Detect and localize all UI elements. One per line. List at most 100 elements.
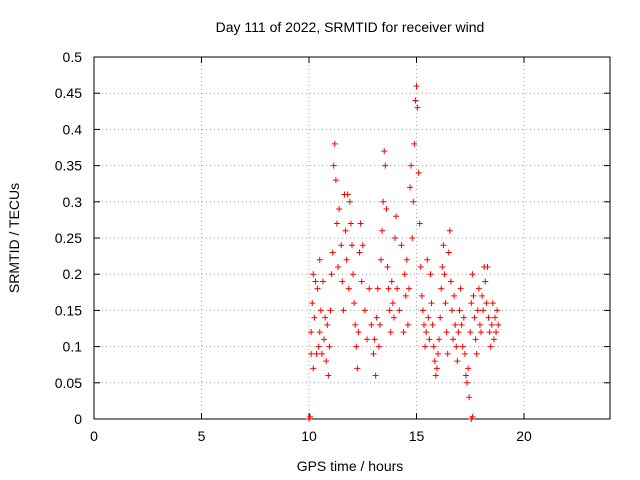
data-point [469,271,476,278]
data-point [387,329,394,336]
data-point [465,365,472,372]
data-point [393,213,400,220]
data-point [311,314,318,321]
data-point [462,372,469,379]
data-point [354,365,361,372]
data-point [312,278,319,285]
data-point [398,242,405,249]
data-point [433,365,440,372]
data-point [316,329,323,336]
data-point [479,292,486,299]
data-point [331,140,338,147]
chart-title: Day 111 of 2022, SRMTID for receiver win… [216,19,485,35]
data-point [335,263,342,270]
data-point [464,379,471,386]
data-point [386,307,393,314]
y-tick-label: 0.3 [63,194,83,210]
data-point [483,300,490,307]
data-point [392,235,398,241]
data-point [351,300,358,307]
data-point [400,329,407,336]
data-point [419,307,426,314]
data-point [308,329,315,336]
data-point [358,278,365,285]
x-tick-label: 20 [516,428,532,444]
data-point [379,227,386,234]
y-tick-label: 0.45 [55,85,82,101]
data-point [317,307,324,314]
data-point [410,198,417,205]
data-point [313,350,320,357]
data-point [435,350,441,357]
data-point [431,358,438,365]
data-point [470,292,477,299]
data-point [495,321,502,328]
data-point [347,220,354,227]
data-point [325,372,332,379]
data-point [474,307,481,314]
data-point [444,350,451,357]
data-point [453,343,460,350]
data-point [339,278,346,285]
data-point [316,256,323,263]
data-point [493,329,500,336]
data-point [352,321,359,328]
data-point [417,263,424,270]
data-point [450,336,457,343]
x-tick-label: 0 [90,428,98,444]
y-tick-label: 0.2 [63,266,83,282]
y-tick-label: 0.4 [63,121,83,137]
data-point [407,184,414,191]
grid-lines [94,57,610,419]
x-tick-label: 15 [409,428,425,444]
data-point [336,206,343,213]
data-point [373,314,380,321]
data-point [404,321,411,328]
data-point [382,162,389,169]
data-point [440,242,447,249]
data-point [396,307,403,314]
data-point [346,198,353,205]
data-point [402,292,409,299]
data-point [374,285,381,292]
data-point [411,140,418,147]
data-point [343,256,350,263]
data-point [455,329,462,336]
data-point [467,329,474,336]
y-tick-label: 0 [74,411,82,427]
data-point [428,300,435,307]
data-point [319,278,326,285]
data-point [442,300,449,307]
data-point [476,321,483,328]
data-point [381,148,388,155]
plot-frame [93,56,611,420]
data-point [438,285,445,292]
data-point [401,271,408,278]
data-point [415,169,422,176]
data-point [388,278,395,285]
data-point [478,329,484,336]
data-point [326,343,333,350]
data-point [408,162,415,169]
data-point [409,235,416,241]
data-point [372,372,379,379]
data-point [421,321,428,328]
data-point [441,271,448,278]
data-point [414,104,421,111]
data-point [361,307,368,314]
data-point [468,300,475,307]
data-point [429,321,436,328]
data-point [321,336,328,343]
data-point [359,242,366,249]
data-point [426,336,433,343]
data-point [448,307,455,314]
data-point [403,256,410,263]
data-points [306,82,502,422]
data-point [466,394,473,401]
data-point [471,314,478,321]
data-point [447,278,454,285]
y-tick-label: 0.5 [63,49,83,65]
data-point [436,336,443,343]
data-point [342,227,349,234]
data-point [329,249,336,256]
